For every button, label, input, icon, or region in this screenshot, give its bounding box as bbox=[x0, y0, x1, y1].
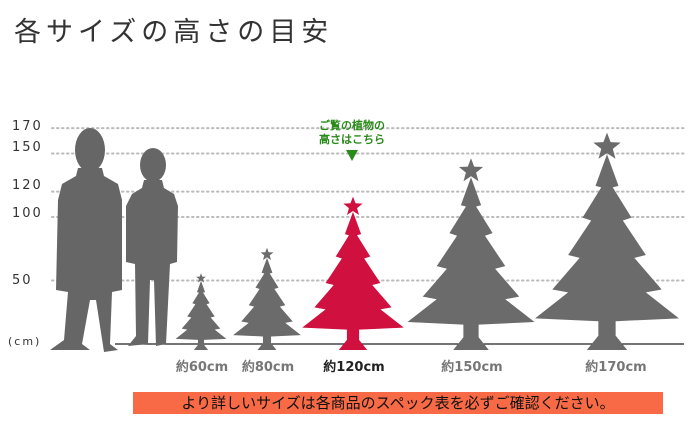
star-icon bbox=[458, 158, 484, 182]
size-label: 約150cm bbox=[441, 360, 503, 375]
size-label: 約60cm bbox=[175, 360, 229, 375]
tick-label: 120 bbox=[12, 178, 43, 193]
size-label: 約80cm bbox=[241, 360, 295, 375]
size-label: 約170cm bbox=[585, 360, 647, 375]
tree-80cm bbox=[233, 247, 301, 350]
unit-label: (cm) bbox=[8, 335, 42, 348]
star-icon bbox=[343, 196, 363, 215]
tick-label: 150 bbox=[12, 140, 43, 155]
star-icon bbox=[593, 132, 621, 159]
tree-170cm bbox=[535, 132, 679, 350]
person-man-silhouette bbox=[50, 128, 122, 352]
pointer-arrow-icon bbox=[346, 150, 358, 161]
spec-notice-banner: より詳しいサイズは各商品のスペック表を必ずご確認ください。 bbox=[133, 392, 663, 414]
tree-shape bbox=[302, 211, 404, 350]
note-line: ご覧の植物の bbox=[319, 119, 385, 132]
person-woman-silhouette bbox=[126, 148, 178, 346]
tree-120cm bbox=[302, 196, 404, 350]
tick-label: 170 bbox=[12, 119, 43, 134]
tree-150cm bbox=[407, 158, 535, 350]
tree-shape bbox=[407, 177, 535, 350]
star-icon bbox=[260, 247, 274, 260]
tree-60cm bbox=[175, 273, 227, 350]
tree-shape bbox=[535, 154, 679, 350]
tick-label: 100 bbox=[12, 206, 43, 221]
page-title: 各サイズの高さの目安 bbox=[14, 17, 334, 48]
star-icon bbox=[196, 273, 206, 283]
note-line: 高さはこちら bbox=[319, 133, 385, 146]
tree-shape bbox=[233, 257, 301, 350]
size-label: 約120cm bbox=[323, 360, 385, 375]
tick-label: 50 bbox=[12, 273, 33, 288]
highlight-note: ご覧の植物の 高さはこちら bbox=[319, 119, 385, 147]
tree-shape bbox=[175, 280, 227, 350]
